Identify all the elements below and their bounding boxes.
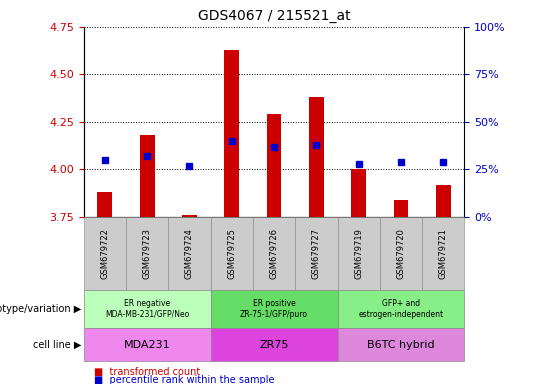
Text: B6TC hybrid: B6TC hybrid	[367, 339, 435, 350]
Text: ■  transformed count: ■ transformed count	[94, 367, 201, 377]
Bar	[97, 192, 112, 217]
Text: ZR75: ZR75	[259, 339, 289, 350]
Text: GFP+ and
estrogen-independent: GFP+ and estrogen-independent	[359, 300, 443, 319]
Text: GSM679722: GSM679722	[100, 228, 109, 279]
Text: ■  percentile rank within the sample: ■ percentile rank within the sample	[94, 375, 275, 384]
Text: ER positive
ZR-75-1/GFP/puro: ER positive ZR-75-1/GFP/puro	[240, 300, 308, 319]
Text: GSM679721: GSM679721	[438, 228, 448, 279]
Title: GDS4067 / 215521_at: GDS4067 / 215521_at	[198, 9, 350, 23]
Bar	[267, 114, 281, 217]
Bar	[309, 97, 324, 217]
Text: cell line ▶: cell line ▶	[32, 339, 81, 350]
Text: MDA231: MDA231	[124, 339, 171, 350]
Bar	[182, 215, 197, 217]
Bar	[224, 50, 239, 217]
Text: GSM679719: GSM679719	[354, 228, 363, 279]
Bar	[140, 135, 154, 217]
Text: genotype/variation ▶: genotype/variation ▶	[0, 304, 81, 314]
Bar	[394, 200, 408, 217]
Text: ER negative
MDA-MB-231/GFP/Neo: ER negative MDA-MB-231/GFP/Neo	[105, 300, 190, 319]
Text: GSM679725: GSM679725	[227, 228, 237, 279]
Text: GSM679724: GSM679724	[185, 228, 194, 279]
Text: GSM679726: GSM679726	[269, 228, 279, 279]
Bar	[436, 185, 451, 217]
Text: GSM679723: GSM679723	[143, 228, 152, 279]
Bar	[351, 169, 366, 217]
Text: GSM679720: GSM679720	[396, 228, 406, 279]
Text: GSM679727: GSM679727	[312, 228, 321, 279]
